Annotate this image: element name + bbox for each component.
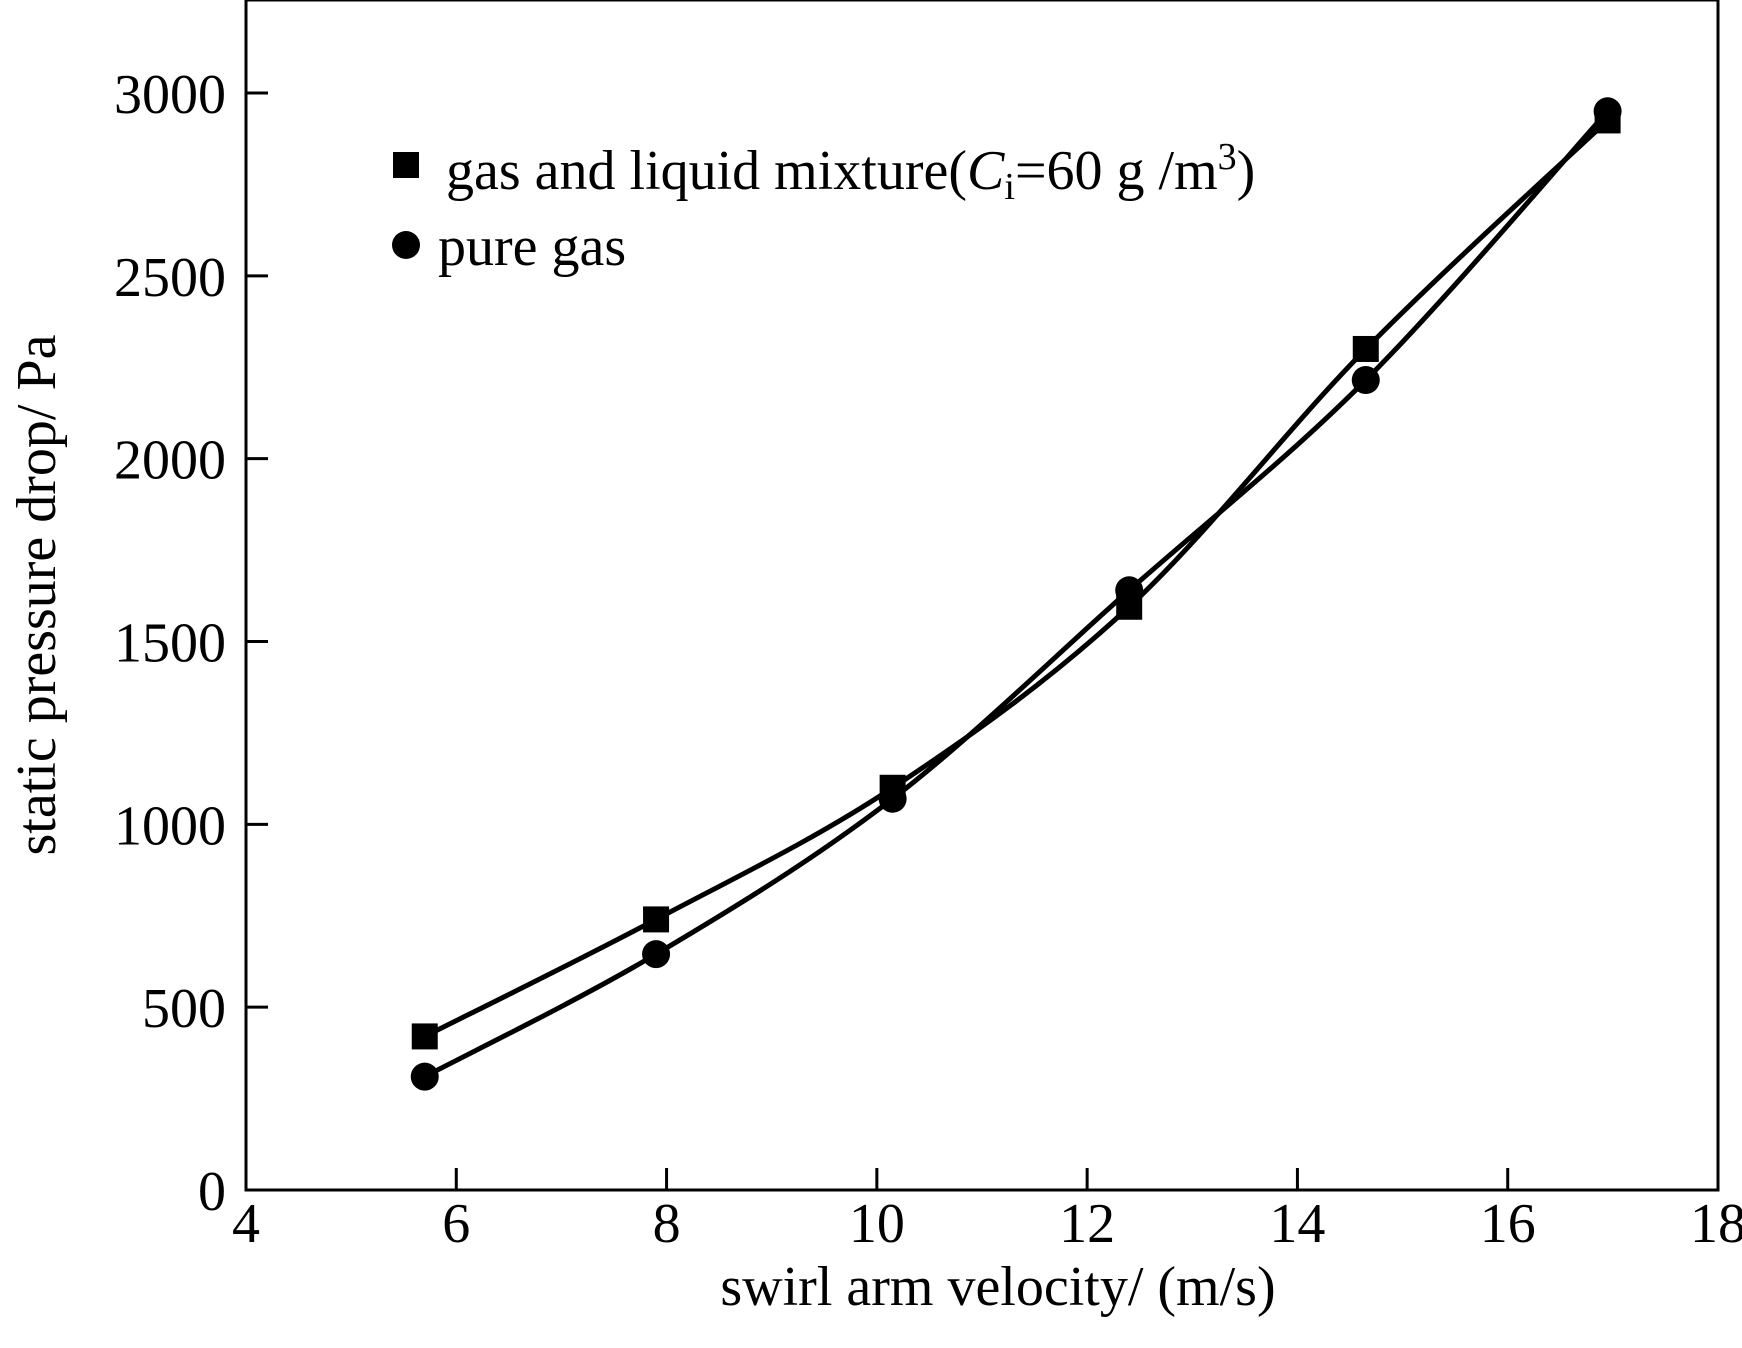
data-point-pure-gas [1115, 576, 1144, 605]
data-point-mixture [1352, 335, 1379, 362]
y-tick-label: 2000 [114, 430, 226, 492]
y-tick-label: 1500 [114, 613, 226, 675]
data-point-pure-gas [878, 784, 907, 813]
data-point-mixture [411, 1023, 438, 1050]
x-tick-label: 8 [653, 1193, 681, 1255]
x-axis-ticks: 4 6 8 10 12 14 16 18 [232, 1168, 1742, 1255]
data-point-pure-gas [1351, 366, 1380, 395]
data-point-mixture [643, 906, 670, 933]
data-point-pure-gas [642, 940, 671, 969]
legend: gas and liquid mixture(Ci=60 g /m3) pure… [392, 136, 1255, 278]
legend-entry-pure-gas: pure gas [438, 216, 626, 278]
x-axis-title: swirl arm velocity/ (m/s) [720, 1256, 1275, 1318]
y-tick-label: 0 [198, 1161, 226, 1223]
x-tick-label: 18 [1690, 1193, 1742, 1255]
legend-marker-circle [392, 231, 420, 259]
y-tick-label: 3000 [114, 64, 226, 126]
legend-marker-square [393, 152, 419, 178]
series-line-pure-gas [423, 109, 1610, 1079]
y-tick-label: 2500 [114, 247, 226, 309]
x-tick-label: 12 [1059, 1193, 1115, 1255]
y-axis-ticks: 0 500 1000 1500 2000 2500 3000 [114, 64, 268, 1223]
y-axis-title: static pressure drop/ Pa [6, 334, 68, 855]
x-tick-label: 14 [1269, 1193, 1325, 1255]
x-tick-label: 16 [1480, 1193, 1536, 1255]
y-tick-label: 500 [142, 978, 226, 1040]
series-layer [410, 97, 1622, 1091]
plot-frame [244, 0, 1720, 1192]
data-point-pure-gas [1593, 97, 1622, 126]
y-tick-label: 1000 [114, 795, 226, 857]
x-tick-label: 4 [232, 1193, 260, 1255]
legend-entry-mixture: gas and liquid mixture(Ci=60 g /m3) [446, 136, 1255, 208]
x-tick-label: 10 [849, 1193, 905, 1255]
data-point-pure-gas [410, 1062, 439, 1091]
series-line-mixture [423, 118, 1610, 1039]
x-tick-label: 6 [442, 1193, 470, 1255]
